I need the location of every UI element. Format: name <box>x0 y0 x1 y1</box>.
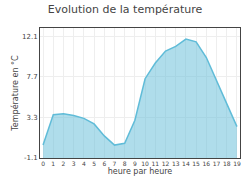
svg-text:15: 15 <box>192 160 200 167</box>
svg-text:12.1: 12.1 <box>22 33 38 41</box>
svg-text:11: 11 <box>151 160 159 167</box>
svg-text:14: 14 <box>182 160 190 167</box>
svg-text:7.7: 7.7 <box>26 73 37 81</box>
svg-text:heure par heure: heure par heure <box>108 167 173 176</box>
svg-text:1: 1 <box>51 160 55 167</box>
svg-text:3.3: 3.3 <box>26 114 37 122</box>
svg-text:8: 8 <box>123 160 127 167</box>
svg-text:6: 6 <box>102 160 106 167</box>
svg-text:3: 3 <box>72 160 76 167</box>
svg-text:0: 0 <box>41 160 45 167</box>
svg-text:Evolution de la température: Evolution de la température <box>48 3 203 16</box>
svg-text:7: 7 <box>113 160 117 167</box>
svg-text:18: 18 <box>223 160 231 167</box>
svg-text:10: 10 <box>141 160 149 167</box>
svg-text:9: 9 <box>133 160 137 167</box>
svg-text:-1.1: -1.1 <box>24 154 38 162</box>
svg-text:2: 2 <box>62 160 66 167</box>
svg-text:17: 17 <box>213 160 221 167</box>
svg-text:Température en °C: Température en °C <box>10 55 20 132</box>
svg-text:4: 4 <box>82 160 86 167</box>
svg-text:13: 13 <box>172 160 180 167</box>
svg-text:5: 5 <box>92 160 96 167</box>
svg-text:16: 16 <box>203 160 211 167</box>
svg-text:19: 19 <box>233 160 241 167</box>
svg-text:12: 12 <box>162 160 170 167</box>
